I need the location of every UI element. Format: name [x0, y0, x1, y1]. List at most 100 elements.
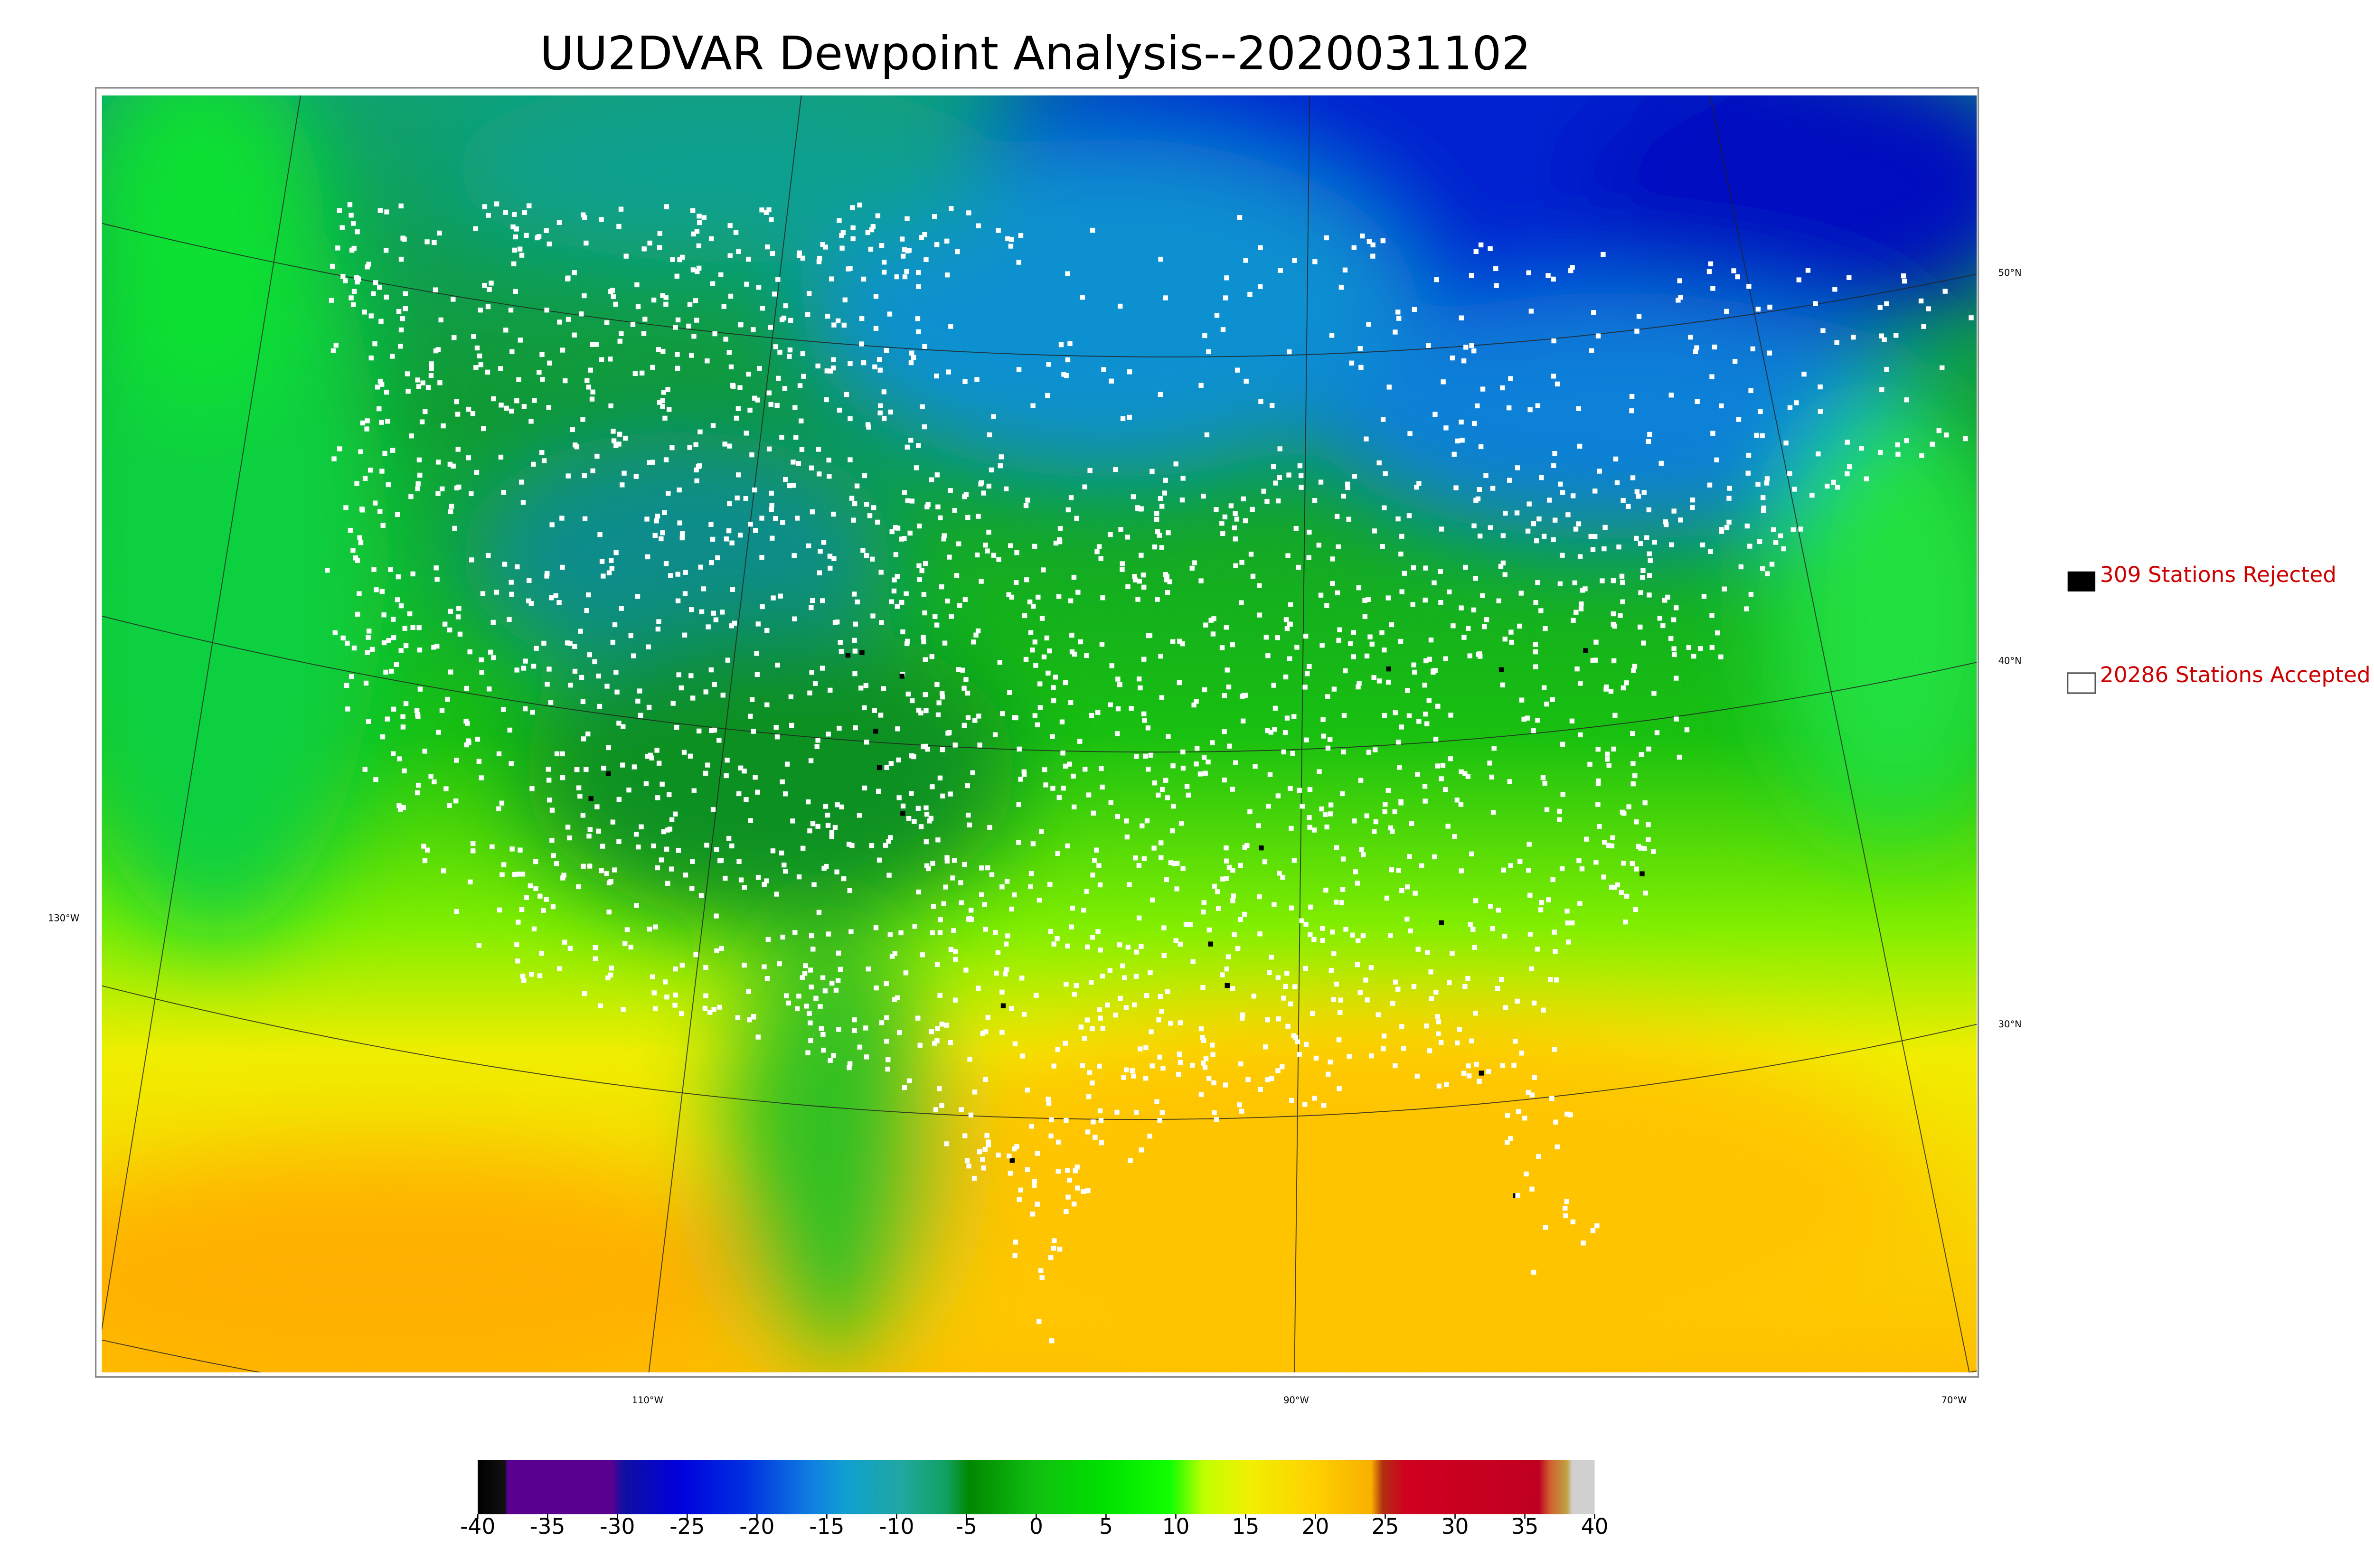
accepted-station [709, 560, 714, 565]
accepted-station [676, 848, 681, 853]
accepted-station [1240, 718, 1246, 723]
accepted-station [793, 434, 799, 440]
accepted-station [1253, 763, 1258, 769]
accepted-station [507, 617, 512, 622]
accepted-station [838, 967, 843, 972]
accepted-station [544, 573, 549, 579]
accepted-station [1371, 675, 1376, 680]
accepted-station [985, 548, 990, 554]
accepted-station [728, 364, 734, 370]
accepted-station [702, 1005, 708, 1011]
accepted-station [819, 1026, 824, 1031]
accepted-station [1120, 963, 1125, 968]
accepted-station [1364, 436, 1369, 441]
accepted-station [657, 245, 662, 250]
accepted-station [448, 509, 453, 515]
accepted-station [1142, 718, 1148, 723]
accepted-station [1662, 598, 1667, 603]
accepted-station [1275, 498, 1281, 504]
accepted-station [1108, 800, 1113, 805]
accepted-station [1526, 842, 1532, 847]
accepted-station [1206, 349, 1211, 354]
accepted-station [397, 756, 402, 761]
accepted-station [355, 229, 360, 235]
accepted-station [599, 357, 604, 362]
accepted-station [579, 675, 584, 680]
accepted-station [1238, 863, 1243, 868]
accepted-station [1219, 645, 1225, 650]
accepted-station [1203, 770, 1208, 776]
accepted-station [1930, 441, 1935, 447]
accepted-station [433, 287, 438, 292]
accepted-station [803, 963, 808, 968]
accepted-station [736, 859, 742, 864]
accepted-station [584, 767, 589, 772]
accepted-station [1570, 1219, 1576, 1225]
accepted-station [521, 666, 527, 671]
accepted-station [1132, 577, 1138, 582]
accepted-station [719, 610, 725, 615]
accepted-station [1201, 493, 1206, 499]
accepted-station [378, 319, 384, 324]
accepted-station [1235, 946, 1241, 951]
accepted-station [1056, 594, 1062, 599]
accepted-station [1473, 1011, 1478, 1016]
accepted-station [1333, 900, 1339, 905]
accepted-station [398, 327, 404, 333]
accepted-station [1458, 802, 1464, 807]
accepted-station [471, 841, 476, 846]
accepted-station [1041, 654, 1047, 660]
accepted-station [1338, 284, 1344, 290]
accepted-station [528, 601, 534, 606]
accepted-station [635, 594, 641, 599]
accepted-station [1294, 645, 1300, 650]
accepted-station [1018, 233, 1024, 238]
accepted-station [355, 279, 360, 285]
accepted-station [1318, 592, 1324, 598]
accepted-station [1143, 1076, 1149, 1081]
accepted-station [979, 865, 984, 871]
accepted-station [1478, 444, 1484, 450]
accepted-station [565, 640, 570, 646]
accepted-station [708, 236, 714, 242]
accepted-station [581, 864, 586, 869]
accepted-station [632, 371, 638, 376]
accepted-station [1678, 517, 1683, 523]
accepted-station [916, 443, 921, 448]
accepted-station [619, 331, 624, 336]
accepted-station [549, 595, 554, 601]
accepted-station [1690, 505, 1695, 510]
accepted-station [531, 461, 536, 467]
accepted-station [635, 304, 641, 310]
accepted-station [1008, 237, 1014, 242]
accepted-station [892, 577, 897, 582]
accepted-station [1475, 403, 1480, 409]
lat-label: 50°N [1998, 267, 2022, 278]
accepted-station [762, 882, 767, 887]
accepted-station [772, 291, 777, 297]
accepted-station [527, 203, 532, 208]
accepted-station [529, 972, 534, 977]
accepted-station [1801, 371, 1807, 377]
accepted-station [1230, 898, 1235, 903]
accepted-station [925, 502, 931, 507]
accepted-station [1272, 727, 1277, 732]
accepted-station [1901, 273, 1906, 279]
accepted-station [1109, 378, 1114, 384]
accepted-station [855, 599, 860, 605]
accepted-station [1879, 387, 1884, 393]
accepted-station [533, 859, 538, 864]
accepted-station [1225, 954, 1231, 959]
accepted-station [1243, 693, 1248, 698]
accepted-station [1735, 274, 1740, 280]
accepted-station [1176, 1071, 1181, 1077]
accepted-station [865, 230, 870, 235]
accepted-station [768, 325, 773, 330]
accepted-station [862, 705, 867, 711]
accepted-station [456, 606, 462, 611]
accepted-station [1020, 1053, 1026, 1059]
accepted-station [1201, 755, 1207, 760]
accepted-station [487, 287, 492, 292]
accepted-station [557, 319, 562, 325]
accepted-station [1736, 417, 1742, 422]
